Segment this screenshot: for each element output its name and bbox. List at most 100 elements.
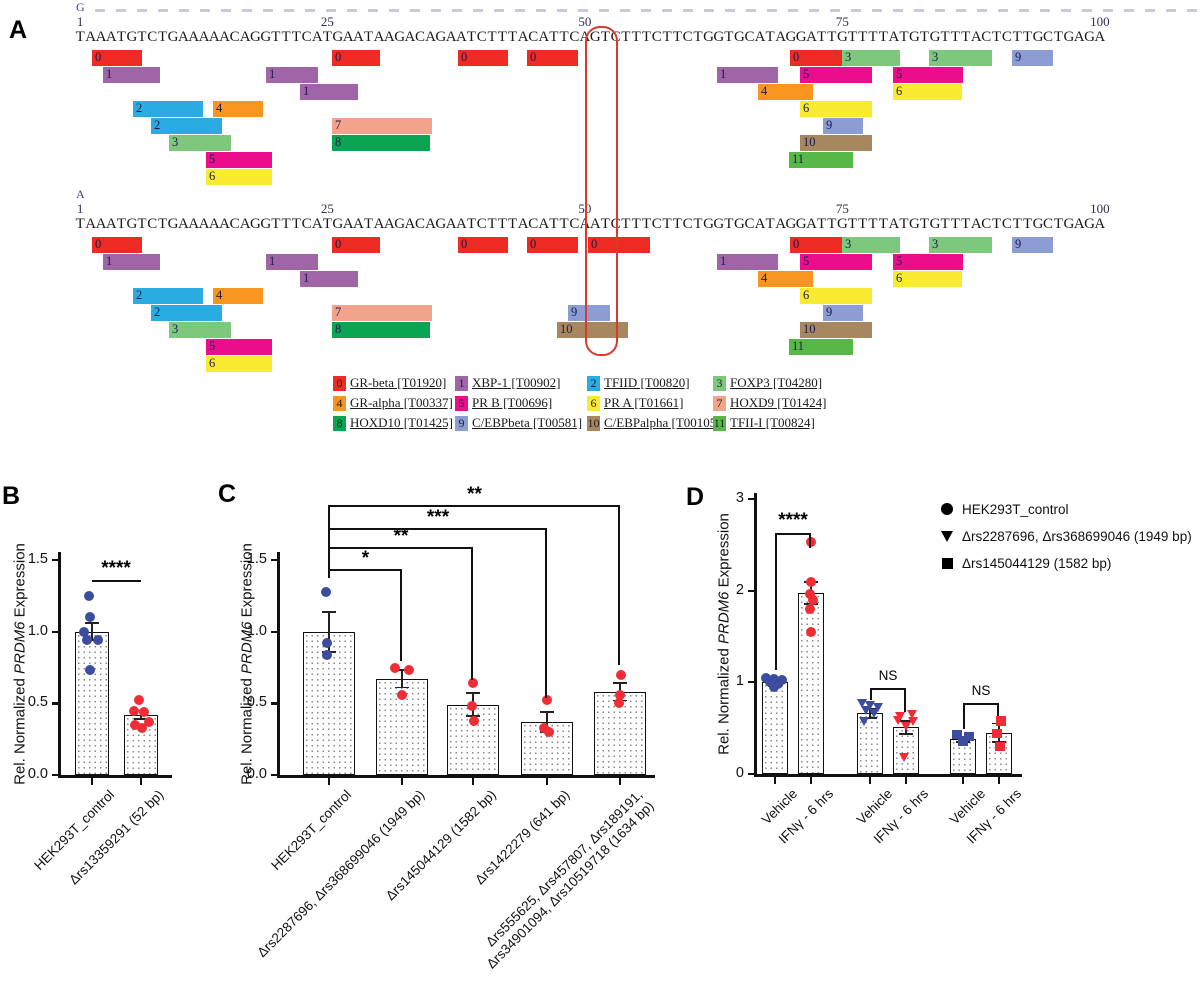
tf-legend-item[interactable]: 6 PR A [T01661] xyxy=(587,395,683,411)
legend-square-icon xyxy=(942,557,953,569)
bar xyxy=(762,682,788,774)
significance-bracket xyxy=(329,569,402,571)
tf-legend-item[interactable]: 5 PR B [T00696] xyxy=(455,395,552,411)
tf-legend-item[interactable]: 11 TFII-I [T00824] xyxy=(713,415,815,431)
bracket-right-vertical xyxy=(904,688,906,712)
seq-char: A xyxy=(85,29,97,45)
tf-legend-item[interactable]: 7 HOXD9 [T01424] xyxy=(713,395,826,411)
tfbs-box: 8 xyxy=(332,322,430,338)
seq-char: A xyxy=(455,216,467,232)
significance-stars: ** xyxy=(393,526,409,547)
tf-legend-link[interactable]: PR A [T01661] xyxy=(604,395,684,410)
x-axis-label: Δrs555625, Δrs457807, Δrs189191, Δrs34901… xyxy=(483,787,658,972)
y-tick xyxy=(748,681,754,684)
x-tick xyxy=(868,776,872,784)
seq-char: A xyxy=(177,29,189,45)
y-tick-label: 1.5 xyxy=(27,551,48,568)
seq-char: A xyxy=(342,216,354,232)
seq-char: T xyxy=(693,29,703,45)
seq-char: A xyxy=(445,29,457,45)
seq-char: T xyxy=(858,29,868,45)
tfbs-box: 1 xyxy=(300,271,358,287)
seq-char: G xyxy=(332,216,344,232)
data-point-circle xyxy=(322,649,332,660)
data-point-triangle xyxy=(898,752,909,762)
seq-char: T xyxy=(672,216,682,232)
tf-legend-item[interactable]: 0 GR-beta [T01920] xyxy=(333,375,446,391)
data-point-square xyxy=(958,736,968,746)
seq-char: C xyxy=(744,29,755,45)
seq-char: T xyxy=(322,216,332,232)
tfbs-box: 6 xyxy=(206,356,272,372)
x-tick xyxy=(618,777,622,785)
tf-legend-link[interactable]: TFII-I [T00824] xyxy=(730,415,815,430)
tf-legend-item[interactable]: 9 C/EBPbeta [T00581] xyxy=(455,415,582,431)
significance-bracket xyxy=(329,547,473,549)
data-point-triangle xyxy=(860,706,871,716)
data-point-circle xyxy=(805,603,815,614)
bracket-left-vertical xyxy=(328,505,330,578)
tf-legend-item[interactable]: 10 C/EBPalpha [T00105] xyxy=(587,415,721,431)
data-point-circle xyxy=(93,635,103,646)
bracket-right-vertical xyxy=(400,569,402,661)
tf-legend-link[interactable]: FOXP3 [T04280] xyxy=(730,375,823,390)
seq-char: A xyxy=(754,216,766,232)
tf-legend-link[interactable]: TFIID [T00820] xyxy=(604,375,690,390)
gene-name-italic: PRDM6 xyxy=(238,620,256,674)
seq-char: T xyxy=(961,216,971,232)
bracket-left-vertical xyxy=(775,533,777,670)
seq-char: A xyxy=(85,216,97,232)
seq-char: A xyxy=(198,216,210,232)
significance-bracket xyxy=(963,703,999,705)
seq-char: A xyxy=(239,216,251,232)
seq-char: T xyxy=(281,216,291,232)
panel-c-label: C xyxy=(218,480,237,508)
seq-char: T xyxy=(868,216,878,232)
tf-legend-item[interactable]: 8 HOXD10 [T01425] xyxy=(333,415,453,431)
data-point-circle xyxy=(777,674,787,685)
bracket-left-vertical xyxy=(963,703,965,729)
bracket-left-vertical xyxy=(870,688,872,700)
bracket-right-vertical xyxy=(545,528,547,698)
tfbs-box: 5 xyxy=(893,67,963,83)
tf-legend-link[interactable]: HOXD9 [T01424] xyxy=(730,395,827,410)
tf-legend-item[interactable]: 3 FOXP3 [T04280] xyxy=(713,375,822,391)
tf-legend-link[interactable]: XBP-1 [T00902] xyxy=(472,375,561,390)
seq-char: C xyxy=(528,29,539,45)
tf-legend-link[interactable]: PR B [T00696] xyxy=(472,395,553,410)
tfbs-box: 3 xyxy=(929,50,992,66)
seq-char: A xyxy=(311,29,323,45)
tf-legend-item[interactable]: 2 TFIID [T00820] xyxy=(587,375,690,391)
tf-legend-item[interactable]: 4 GR-alpha [T00337] xyxy=(333,395,453,411)
ruler-tick-label: 1 xyxy=(76,14,84,29)
tf-legend-link[interactable]: C/EBPalpha [T00105] xyxy=(604,415,721,430)
seq-char: T xyxy=(116,29,126,45)
error-bar-cap xyxy=(863,717,877,719)
data-point-circle xyxy=(616,669,626,680)
significance-stars: ** xyxy=(467,484,482,505)
tf-legend-swatch: 4 xyxy=(333,395,346,411)
tfbs-box: 4 xyxy=(213,288,263,304)
tf-legend-link[interactable]: GR-alpha [T00337] xyxy=(350,395,453,410)
tf-legend-item[interactable]: 1 XBP-1 [T00902] xyxy=(455,375,560,391)
seq-char: G xyxy=(713,29,725,45)
seq-char: A xyxy=(538,216,550,232)
y-tick xyxy=(748,589,754,592)
seq-char: A xyxy=(239,29,251,45)
error-bar-cap xyxy=(395,686,409,689)
seq-char: T xyxy=(765,29,775,45)
error-bar-cap xyxy=(899,732,913,735)
x-tick xyxy=(997,776,1001,784)
tf-legend-link[interactable]: C/EBPbeta [T00581] xyxy=(472,415,583,430)
x-tick xyxy=(904,776,908,784)
tf-legend-link[interactable]: GR-beta [T01920] xyxy=(350,375,447,390)
tf-legend-swatch: 1 xyxy=(455,375,468,391)
legend-circle-icon xyxy=(941,503,953,515)
y-tick-label: 3 xyxy=(735,489,744,506)
tf-legend-link[interactable]: HOXD10 [T01425] xyxy=(350,415,453,430)
data-point-circle xyxy=(544,727,554,737)
seq-char: T xyxy=(1022,216,1033,232)
seq-char: T xyxy=(919,216,930,232)
seq-char: T xyxy=(827,29,837,45)
